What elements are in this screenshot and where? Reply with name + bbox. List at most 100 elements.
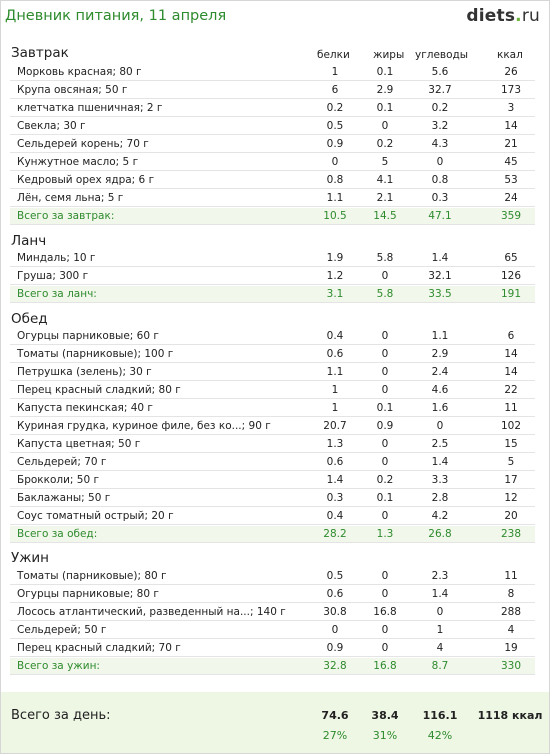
carbs-value: 5.6 — [431, 66, 449, 78]
proteins-value: 1.1 — [326, 192, 344, 204]
proteins-value: 0.9 — [326, 138, 344, 150]
food-name: клетчатка пшеничная; 2 г — [17, 102, 163, 114]
kcal-total: 359 — [500, 210, 522, 222]
carbs-total: 8.7 — [431, 660, 449, 672]
kcal-value: 21 — [504, 138, 518, 150]
fats-value: 0 — [381, 456, 389, 468]
lunch-total-row: Всего за ланч: 3.1 5.8 33.5 191 — [10, 286, 535, 303]
fats-value: 0.1 — [376, 402, 394, 414]
proteins-value: 0.5 — [326, 570, 344, 582]
proteins-value: 1.2 — [326, 270, 344, 282]
proteins-value: 0.8 — [326, 174, 344, 186]
kcal-value: 102 — [500, 420, 522, 432]
food-row: Лосось атлантический, разведенный на...;… — [10, 604, 535, 621]
kcal-value: 8 — [507, 588, 515, 600]
fats-value: 0.1 — [376, 102, 394, 114]
food-name: Миндаль; 10 г — [17, 252, 96, 264]
food-row: клетчатка пшеничная; 2 г 0.2 0.1 0.2 3 — [10, 100, 535, 117]
day-total-panel: Всего за день: 74.6 38.4 116.1 1118 ккал… — [1, 692, 549, 753]
proteins-value: 0 — [331, 156, 339, 168]
food-row: Соус томатный острый; 20 г 0.4 0 4.2 20 — [10, 508, 535, 525]
supper-total-row: Всего за ужин: 32.8 16.8 8.7 330 — [10, 658, 535, 675]
logo-dot: . — [515, 6, 522, 26]
kcal-value: 26 — [504, 66, 518, 78]
fats-total: 1.3 — [376, 528, 394, 540]
food-name: Петрушка (зелень); 30 г — [17, 366, 152, 378]
fats-value: 0.2 — [376, 138, 394, 150]
food-name: Томаты (парниковые); 100 г — [17, 348, 174, 360]
food-name: Капуста цветная; 50 г — [17, 438, 141, 450]
kcal-value: 11 — [504, 402, 518, 414]
proteins-value: 0.6 — [326, 348, 344, 360]
fats-value: 0 — [381, 384, 389, 396]
kcal-value: 19 — [504, 642, 518, 654]
food-name: Огурцы парниковые; 60 г — [17, 330, 159, 342]
food-row: Морковь красная; 80 г 1 0.1 5.6 26 — [10, 64, 535, 81]
total-label: Всего за завтрак: — [17, 210, 115, 222]
food-row: Огурцы парниковые; 60 г 0.4 0 1.1 6 — [10, 328, 535, 345]
fats-value: 0 — [381, 348, 389, 360]
food-row: Груша; 300 г 1.2 0 32.1 126 — [10, 268, 535, 285]
kcal-value: 22 — [504, 384, 518, 396]
day-fats-percent: 31% — [372, 729, 398, 742]
proteins-value: 1 — [331, 402, 339, 414]
food-row: Баклажаны; 50 г 0.3 0.1 2.8 12 — [10, 490, 535, 507]
logo-main: diets — [466, 6, 516, 26]
proteins-value: 0.4 — [326, 330, 344, 342]
section-title-lunch: Ланч — [11, 233, 47, 249]
carbs-value: 0 — [436, 606, 444, 618]
kcal-value: 24 — [504, 192, 518, 204]
food-name: Томаты (парниковые); 80 г — [17, 570, 167, 582]
proteins-value: 0.5 — [326, 120, 344, 132]
carbs-value: 1.4 — [431, 456, 449, 468]
food-row: Огурцы парниковые; 80 г 0.6 0 1.4 8 — [10, 586, 535, 603]
food-row: Кедровый орех ядра; 6 г 0.8 4.1 0.8 53 — [10, 172, 535, 189]
proteins-total: 32.8 — [323, 660, 347, 672]
fats-value: 0.9 — [376, 420, 394, 432]
carbs-value: 1.4 — [431, 252, 449, 264]
carbs-value: 2.4 — [431, 366, 449, 378]
day-carbs-percent: 42% — [427, 729, 453, 742]
site-logo[interactable]: diets.ru — [466, 6, 540, 26]
carbs-value: 32.7 — [428, 84, 452, 96]
proteins-value: 20.7 — [323, 420, 347, 432]
food-row: Сельдерей корень; 70 г 0.9 0.2 4.3 21 — [10, 136, 535, 153]
day-kcal-total: 1118 ккал — [477, 709, 543, 722]
carbs-value: 0.2 — [431, 102, 449, 114]
food-row: Перец красный сладкий; 80 г 1 0 4.6 22 — [10, 382, 535, 399]
food-name: Лосось атлантический, разведенный на...;… — [17, 606, 286, 618]
carbs-value: 1 — [436, 624, 444, 636]
proteins-value: 1.9 — [326, 252, 344, 264]
food-name: Лён, семя льна; 5 г — [17, 192, 124, 204]
day-fats-total: 38.4 — [371, 709, 399, 722]
col-proteins-header: белки — [317, 49, 350, 61]
fats-value: 2.1 — [376, 192, 394, 204]
fats-value: 0 — [381, 120, 389, 132]
proteins-total: 10.5 — [323, 210, 347, 222]
food-row: Свекла; 30 г 0.5 0 3.2 14 — [10, 118, 535, 135]
carbs-value: 1.6 — [431, 402, 449, 414]
fats-value: 0 — [381, 270, 389, 282]
carbs-value: 0.3 — [431, 192, 449, 204]
midday-total-row: Всего за обед: 28.2 1.3 26.8 238 — [10, 526, 535, 543]
kcal-value: 173 — [500, 84, 522, 96]
kcal-value: 288 — [500, 606, 522, 618]
food-name: Груша; 300 г — [17, 270, 89, 282]
kcal-value: 20 — [504, 510, 518, 522]
section-title-breakfast: Завтрак — [11, 45, 69, 61]
carbs-value: 0 — [436, 156, 444, 168]
fats-total: 14.5 — [373, 210, 397, 222]
kcal-value: 14 — [504, 366, 518, 378]
proteins-value: 6 — [331, 84, 339, 96]
food-name: Брокколи; 50 г — [17, 474, 100, 486]
total-label: Всего за ланч: — [17, 288, 97, 300]
food-name: Свекла; 30 г — [17, 120, 86, 132]
food-row: Брокколи; 50 г 1.4 0.2 3.3 17 — [10, 472, 535, 489]
food-name: Куриная грудка, куриное филе, без ко...;… — [17, 420, 271, 432]
kcal-value: 45 — [504, 156, 518, 168]
kcal-value: 5 — [507, 456, 515, 468]
kcal-value: 3 — [507, 102, 515, 114]
carbs-value: 2.3 — [431, 570, 449, 582]
kcal-value: 4 — [507, 624, 515, 636]
page-title: Дневник питания, 11 апреля — [5, 8, 227, 24]
